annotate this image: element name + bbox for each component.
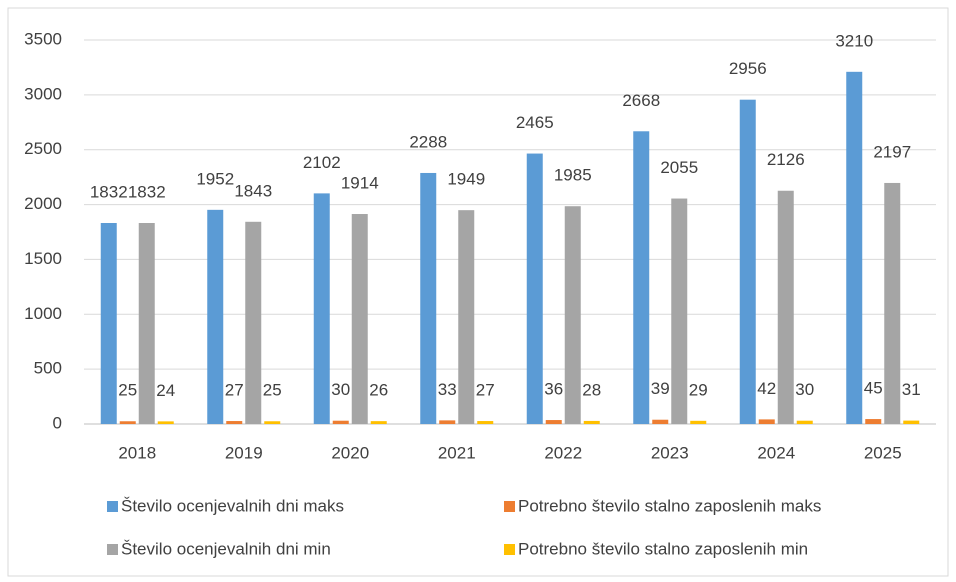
data-label: 30 xyxy=(331,380,350,399)
data-label: 33 xyxy=(438,380,457,399)
bar xyxy=(264,421,281,424)
bar xyxy=(245,221,262,424)
bar xyxy=(477,421,494,424)
bar xyxy=(865,419,882,424)
bar xyxy=(846,71,863,425)
data-label: 39 xyxy=(651,379,670,398)
data-label: 1832 xyxy=(90,182,128,201)
data-label: 1952 xyxy=(196,169,234,188)
x-tick-label: 2022 xyxy=(544,443,582,462)
y-tick-label: 3000 xyxy=(24,84,62,103)
legend-label: Število ocenjevalnih dni min xyxy=(121,539,331,558)
data-label: 2197 xyxy=(873,142,911,161)
data-label: 42 xyxy=(757,379,776,398)
data-label: 25 xyxy=(118,381,137,400)
legend-swatch xyxy=(107,544,118,555)
data-label: 2126 xyxy=(767,150,805,169)
x-tick-label: 2018 xyxy=(118,443,156,462)
legend-swatch xyxy=(504,544,515,555)
legend-label: Število ocenjevalnih dni maks xyxy=(121,496,344,515)
bar xyxy=(157,421,174,424)
data-label: 2288 xyxy=(409,132,447,151)
data-label: 2465 xyxy=(516,113,554,132)
bar xyxy=(351,214,368,424)
bar xyxy=(633,131,650,424)
data-label: 1832 xyxy=(128,182,166,201)
bar xyxy=(758,419,775,424)
bar xyxy=(526,153,543,424)
bar xyxy=(564,206,581,424)
data-label: 28 xyxy=(582,380,601,399)
x-tick-label: 2023 xyxy=(651,443,689,462)
y-tick-label: 3500 xyxy=(24,29,62,48)
data-label: 30 xyxy=(795,380,814,399)
data-label: 31 xyxy=(902,380,921,399)
data-label: 26 xyxy=(369,381,388,400)
bar xyxy=(207,209,224,424)
data-label: 1843 xyxy=(234,181,272,200)
bar xyxy=(652,419,669,424)
legend-swatch xyxy=(504,501,515,512)
data-label: 27 xyxy=(476,381,495,400)
bar xyxy=(420,172,437,424)
x-tick-label: 2021 xyxy=(438,443,476,462)
x-tick-label: 2019 xyxy=(225,443,263,462)
y-tick-label: 0 xyxy=(53,413,62,432)
bar xyxy=(138,223,155,424)
legend-label: Potrebno število stalno zaposlenih min xyxy=(518,539,808,558)
x-tick-label: 2025 xyxy=(864,443,902,462)
bar xyxy=(690,420,707,424)
data-label: 45 xyxy=(864,379,883,398)
bar xyxy=(226,421,243,424)
y-tick-label: 1500 xyxy=(24,249,62,268)
y-tick-label: 2000 xyxy=(24,194,62,213)
data-label: 2102 xyxy=(303,153,341,172)
bar xyxy=(370,421,387,424)
x-tick-label: 2020 xyxy=(331,443,369,462)
legend-swatch xyxy=(107,501,118,512)
bar xyxy=(777,190,794,424)
y-tick-label: 2500 xyxy=(24,139,62,158)
bar xyxy=(583,420,600,424)
bar xyxy=(313,193,330,424)
data-label: 2668 xyxy=(622,91,660,110)
bar xyxy=(458,210,475,424)
y-tick-label: 500 xyxy=(34,359,62,378)
x-tick-label: 2024 xyxy=(757,443,795,462)
data-label: 3210 xyxy=(835,31,873,50)
data-label: 29 xyxy=(689,380,708,399)
data-label: 36 xyxy=(544,380,563,399)
bar xyxy=(884,182,901,424)
data-label: 1914 xyxy=(341,173,379,192)
bar xyxy=(545,420,562,424)
data-label: 27 xyxy=(225,381,244,400)
bar xyxy=(119,421,136,424)
bar xyxy=(439,420,456,424)
data-label: 1949 xyxy=(447,170,485,189)
y-tick-label: 1000 xyxy=(24,304,62,323)
bar xyxy=(671,198,688,424)
data-label: 2956 xyxy=(729,59,767,78)
bar xyxy=(332,420,349,424)
data-label: 2055 xyxy=(660,158,698,177)
bar xyxy=(739,99,756,424)
bar xyxy=(100,223,117,424)
data-label: 1985 xyxy=(554,166,592,185)
bar xyxy=(903,420,920,424)
bar xyxy=(796,420,813,424)
legend-label: Potrebno število stalno zaposlenih maks xyxy=(518,496,821,515)
data-label: 24 xyxy=(156,381,175,400)
data-label: 25 xyxy=(263,381,282,400)
